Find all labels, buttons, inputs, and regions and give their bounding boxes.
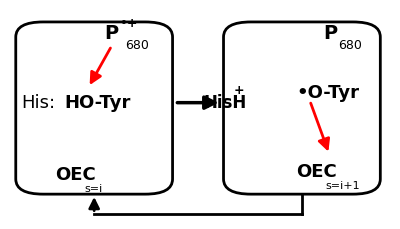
Text: P: P: [104, 24, 118, 43]
Text: OEC: OEC: [55, 166, 96, 184]
FancyBboxPatch shape: [224, 22, 380, 194]
Text: 680: 680: [126, 39, 149, 52]
Text: +: +: [233, 84, 244, 97]
Text: s=i+1: s=i+1: [326, 180, 360, 191]
Text: s=i: s=i: [84, 184, 103, 194]
Text: •O-Tyr: •O-Tyr: [296, 84, 359, 102]
FancyBboxPatch shape: [16, 22, 172, 194]
Text: •+: •+: [119, 16, 137, 30]
Text: HO-Tyr: HO-Tyr: [65, 94, 131, 112]
Text: HisH: HisH: [204, 94, 247, 112]
Text: P: P: [324, 24, 338, 43]
Text: OEC: OEC: [296, 163, 337, 180]
Text: 680: 680: [338, 39, 362, 52]
Text: His:: His:: [22, 94, 56, 112]
